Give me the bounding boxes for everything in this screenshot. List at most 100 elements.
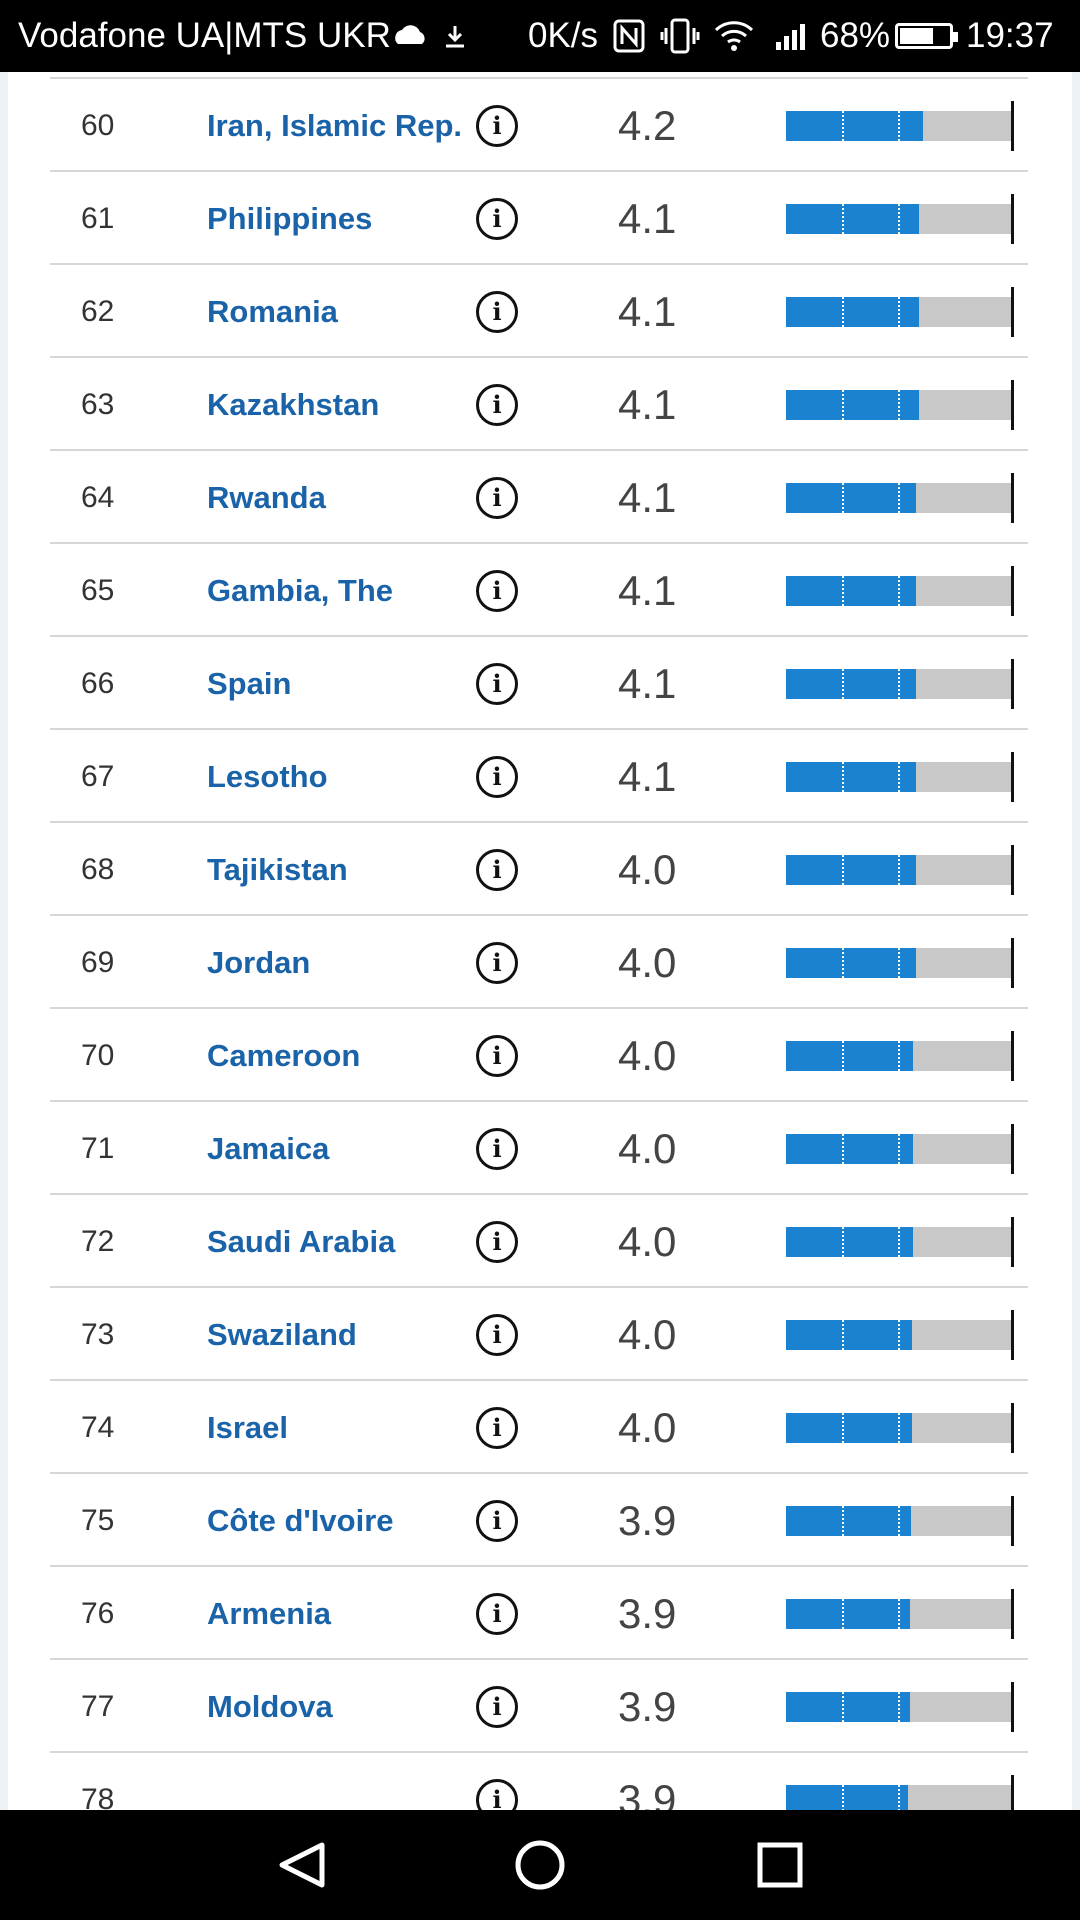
info-icon[interactable]: i <box>476 198 518 240</box>
score-bar <box>786 1134 1011 1164</box>
bar-end-marker <box>1011 1682 1014 1732</box>
table-row[interactable]: 62 Romania i 4.1 <box>50 265 1028 358</box>
table-row[interactable]: 78 i 3.9 <box>50 1753 1028 1810</box>
info-icon[interactable]: i <box>476 849 518 891</box>
country-link[interactable]: Gambia, The <box>207 573 394 608</box>
score-value: 4.0 <box>618 1218 677 1265</box>
recents-button[interactable] <box>720 1810 840 1920</box>
country-link[interactable]: Iran, Islamic Rep. <box>207 108 462 143</box>
score-value: 4.1 <box>618 288 677 335</box>
status-bar: Vodafone UA|MTS UKR 0K/s 68% 19:37 <box>0 0 1080 72</box>
bar-tick <box>842 669 844 699</box>
table-row[interactable]: 67 Lesotho i 4.1 <box>50 730 1028 823</box>
info-icon[interactable]: i <box>476 942 518 984</box>
country-link[interactable]: Jamaica <box>207 1131 330 1166</box>
table-row[interactable]: 60 Iran, Islamic Rep. i 4.2 <box>50 79 1028 172</box>
table-row[interactable]: 65 Gambia, The i 4.1 <box>50 544 1028 637</box>
bar-end-marker <box>1011 1310 1014 1360</box>
country-link[interactable]: Romania <box>207 294 338 329</box>
bar-tick <box>898 1134 900 1164</box>
info-icon[interactable]: i <box>476 1779 518 1810</box>
score-bar <box>786 948 1011 978</box>
info-icon[interactable]: i <box>476 477 518 519</box>
score-value: 3.9 <box>618 1776 677 1810</box>
table-row[interactable]: 69 Jordan i 4.0 <box>50 916 1028 1009</box>
bar-tick <box>842 855 844 885</box>
country-link[interactable]: Moldova <box>207 1689 333 1724</box>
back-button[interactable] <box>240 1810 360 1920</box>
table-row[interactable]: 73 Swaziland i 4.0 <box>50 1288 1028 1381</box>
score-bar <box>786 1041 1011 1071</box>
rank-number: 70 <box>81 1039 115 1072</box>
country-link[interactable]: Cameroon <box>207 1038 361 1073</box>
score-bar-fill <box>786 1041 913 1071</box>
info-icon[interactable]: i <box>476 384 518 426</box>
country-link[interactable]: Côte d'Ivoire <box>207 1503 394 1538</box>
table-row[interactable]: 61 Philippines i 4.1 <box>50 172 1028 265</box>
bar-tick <box>842 576 844 606</box>
info-icon[interactable]: i <box>476 756 518 798</box>
info-icon[interactable]: i <box>476 291 518 333</box>
info-icon[interactable]: i <box>476 1500 518 1542</box>
info-icon[interactable]: i <box>476 1314 518 1356</box>
rank-number: 68 <box>81 853 115 886</box>
info-icon[interactable]: i <box>476 1593 518 1635</box>
country-link[interactable]: Saudi Arabia <box>207 1224 396 1259</box>
table-row[interactable]: 59i4.2 <box>50 72 1028 79</box>
vibrate-icon <box>660 0 700 72</box>
network-speed: 0K/s <box>528 16 599 55</box>
table-row[interactable]: 63 Kazakhstan i 4.1 <box>50 358 1028 451</box>
country-link[interactable]: Rwanda <box>207 480 326 515</box>
score-bar-fill <box>786 111 923 141</box>
score-bar <box>786 483 1011 513</box>
score-value: 4.0 <box>618 846 677 893</box>
bar-tick <box>842 948 844 978</box>
score-bar-fill <box>786 855 916 885</box>
table-row[interactable]: 77 Moldova i 3.9 <box>50 1660 1028 1753</box>
home-button[interactable] <box>480 1810 600 1920</box>
table-row[interactable]: 66 Spain i 4.1 <box>50 637 1028 730</box>
info-icon[interactable]: i <box>476 663 518 705</box>
bar-end-marker <box>1011 1124 1014 1174</box>
download-icon <box>440 0 470 72</box>
bar-tick <box>842 1320 844 1350</box>
info-icon[interactable]: i <box>476 1221 518 1263</box>
table-row[interactable]: 74 Israel i 4.0 <box>50 1381 1028 1474</box>
ranking-content[interactable]: 59i4.260Iran, Islamic Rep.i4.261Philippi… <box>0 72 1080 1810</box>
info-icon[interactable]: i <box>476 1407 518 1449</box>
info-icon[interactable]: i <box>476 1686 518 1728</box>
score-value: 4.1 <box>618 567 677 614</box>
bar-tick <box>842 1134 844 1164</box>
country-link[interactable]: Israel <box>207 1410 289 1445</box>
score-bar <box>786 1785 1011 1810</box>
country-link[interactable]: Spain <box>207 666 292 701</box>
country-link[interactable]: Lesotho <box>207 759 328 794</box>
country-link[interactable]: Kazakhstan <box>207 387 380 422</box>
info-icon[interactable]: i <box>476 570 518 612</box>
table-row[interactable]: 64 Rwanda i 4.1 <box>50 451 1028 544</box>
table-row[interactable]: 70 Cameroon i 4.0 <box>50 1009 1028 1102</box>
table-row[interactable]: 68 Tajikistan i 4.0 <box>50 823 1028 916</box>
score-value: 4.1 <box>618 381 677 428</box>
table-row[interactable]: 75 Côte d'Ivoire i 3.9 <box>50 1474 1028 1567</box>
country-link[interactable]: Philippines <box>207 201 373 236</box>
score-value: 3.9 <box>618 1683 677 1730</box>
bar-end-marker <box>1011 1496 1014 1546</box>
bar-tick <box>898 1320 900 1350</box>
table-row[interactable]: 72 Saudi Arabia i 4.0 <box>50 1195 1028 1288</box>
score-value: 4.0 <box>618 939 677 986</box>
table-row[interactable]: 76 Armenia i 3.9 <box>50 1567 1028 1660</box>
info-icon[interactable]: i <box>476 1128 518 1170</box>
bar-tick <box>842 762 844 792</box>
info-icon[interactable]: i <box>476 1035 518 1077</box>
bar-tick <box>842 1785 844 1810</box>
bar-tick <box>898 576 900 606</box>
bar-tick <box>842 1413 844 1443</box>
country-link[interactable]: Armenia <box>207 1596 332 1631</box>
info-icon[interactable]: i <box>476 105 518 147</box>
country-link[interactable]: Jordan <box>207 945 311 980</box>
country-link[interactable]: Tajikistan <box>207 852 348 887</box>
country-link[interactable]: Swaziland <box>207 1317 357 1352</box>
rank-number: 65 <box>81 574 115 607</box>
table-row[interactable]: 71 Jamaica i 4.0 <box>50 1102 1028 1195</box>
